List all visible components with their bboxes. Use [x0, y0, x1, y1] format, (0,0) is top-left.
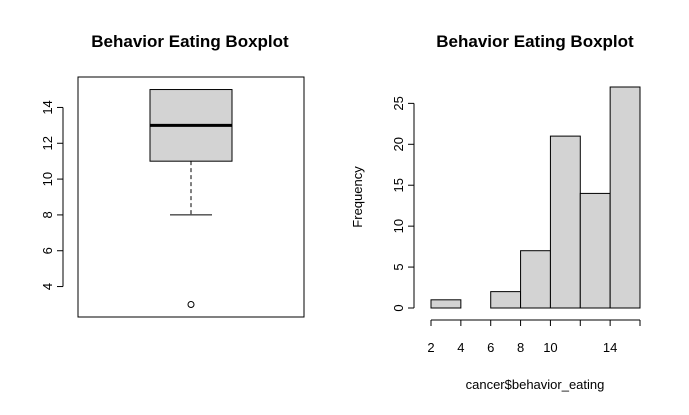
- histogram-x-tick-label: 6: [487, 340, 494, 355]
- histogram-y-tick-label: 20: [391, 137, 406, 151]
- histogram-y-axis: 0 5 10 15 20 25: [391, 96, 415, 312]
- histogram-bar: [579, 192, 611, 309]
- boxplot-y-tick-label: 4: [40, 283, 55, 290]
- boxplot-y-axis: 4 6 8 10 12 14: [40, 100, 64, 290]
- histogram-bar: [490, 291, 522, 309]
- histogram-bars: [430, 86, 641, 309]
- histogram-x-tick-label: 4: [457, 340, 464, 355]
- boxplot-title: Behavior Eating Boxplot: [91, 32, 289, 51]
- histogram-x-axis: 2 4 6 8 10 14: [427, 319, 641, 355]
- boxplot-panel: Behavior Eating Boxplot 4 6 8 10 12 14: [40, 32, 305, 318]
- histogram-title: Behavior Eating Boxplot: [436, 32, 634, 51]
- boxplot-y-tick-label: 12: [40, 136, 55, 150]
- boxplot-y-tick-label: 14: [40, 100, 55, 114]
- histogram-x-tick-label: 8: [517, 340, 524, 355]
- histogram-y-tick-label: 10: [391, 219, 406, 233]
- histogram-bar: [609, 86, 641, 309]
- histogram-bar: [430, 299, 462, 309]
- histogram-x-axis-label: cancer$behavior_eating: [466, 377, 605, 392]
- boxplot-marks: [149, 89, 233, 308]
- histogram-y-tick-label: 0: [391, 304, 406, 311]
- boxplot-y-tick-label: 10: [40, 172, 55, 186]
- histogram-y-tick-label: 25: [391, 96, 406, 110]
- histogram-x-tick-label: 10: [543, 340, 557, 355]
- histogram-x-tick-label: 2: [427, 340, 434, 355]
- histogram-y-tick-label: 15: [391, 178, 406, 192]
- boxplot-y-tick-label: 6: [40, 247, 55, 254]
- boxplot-outlier: [187, 300, 195, 308]
- histogram-x-tick-label: 14: [603, 340, 617, 355]
- histogram-y-tick-label: 5: [391, 263, 406, 270]
- boxplot-y-tick-label: 8: [40, 211, 55, 218]
- boxplot-frame: [77, 76, 305, 318]
- histogram-bar: [520, 250, 551, 309]
- histogram-panel: Behavior Eating Boxplot 0 5 10 15 20 25 2 4 6 8 1…: [350, 32, 641, 392]
- histogram-y-axis-label: Frequency: [350, 166, 365, 228]
- histogram-bar: [549, 135, 581, 309]
